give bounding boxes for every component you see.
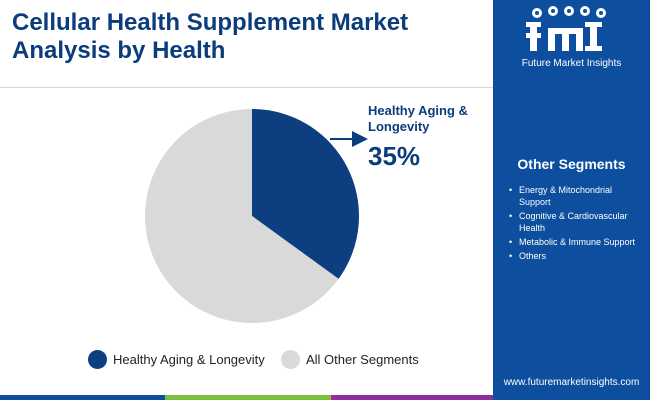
segment-item: Energy & Mitochondrial Support (503, 184, 643, 208)
legend-label: Healthy Aging & Longevity (113, 351, 265, 367)
pie-slice-healthy-aging-longevity (252, 109, 359, 279)
segment-item: Cognitive & Cardiovascular Health (503, 210, 643, 234)
legend-item-all-other: All Other Segments (281, 348, 419, 370)
bar-segment (165, 395, 330, 400)
page-title: Cellular Health Supplement Market Analys… (12, 9, 409, 64)
other-segments-heading: Other Segments (517, 156, 626, 172)
bar-segment (0, 395, 165, 400)
segment-item: Metabolic & Immune Support (503, 236, 643, 248)
bar-segment (331, 395, 493, 400)
legend-swatch (88, 349, 107, 369)
other-segments-list: Energy & Mitochondrial Support Cognitive… (503, 184, 643, 264)
pie-slices (144, 109, 359, 323)
sidebar: Future Market Insights Other Segments En… (493, 0, 650, 400)
chart-legend: Healthy Aging & Longevity All Other Segm… (88, 348, 488, 370)
brand-name: Future Market Insights (521, 58, 622, 69)
bottom-color-bar (0, 395, 493, 400)
fmi-logo (526, 6, 606, 51)
legend-label: All Other Segments (306, 351, 419, 367)
legend-swatch (281, 349, 300, 369)
bar-segment (330, 395, 331, 400)
callout-label: Healthy Aging & Longevity (368, 103, 468, 134)
header-divider (0, 87, 493, 88)
callout-value: 35% (368, 141, 421, 171)
legend-item-healthy-aging: Healthy Aging & Longevity (88, 348, 265, 370)
pie-slice-all-other-segments (144, 109, 339, 323)
segment-item: Others (503, 250, 643, 262)
pie-chart (144, 109, 368, 323)
website-url[interactable]: www.futuremarketinsights.com (503, 377, 640, 388)
